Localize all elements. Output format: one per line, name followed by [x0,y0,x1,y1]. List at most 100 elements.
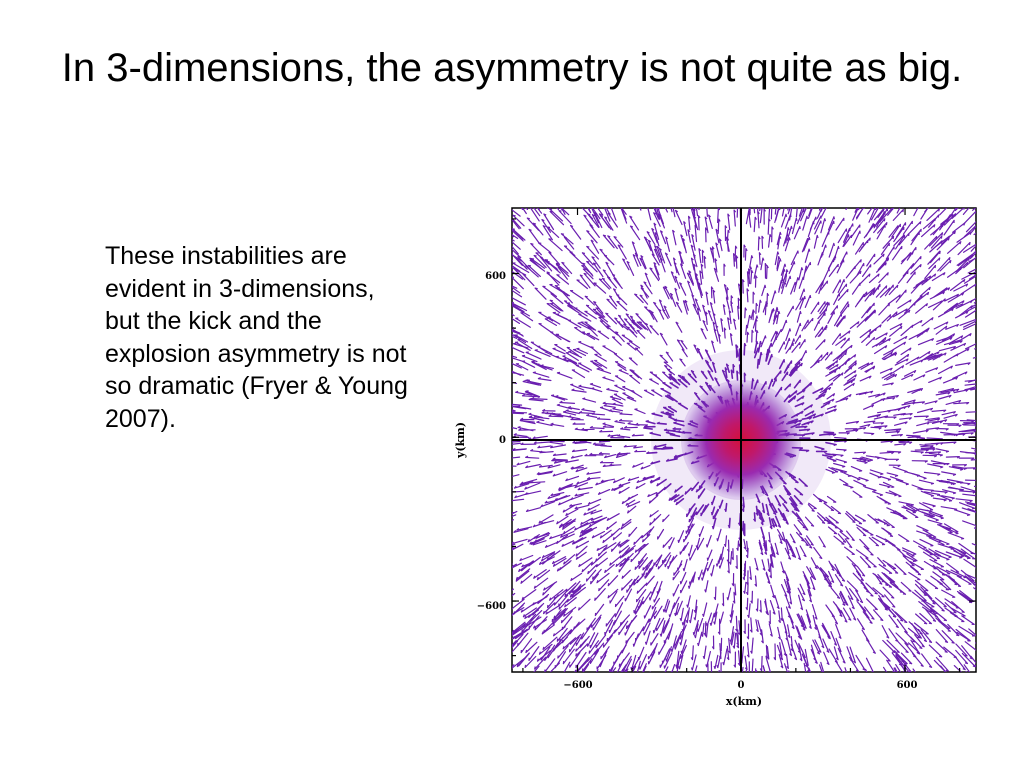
vector-arrowhead [688,216,691,219]
vector-arrowhead [743,630,746,634]
vector-arrowhead [904,421,908,425]
velocity-vector [692,303,699,315]
velocity-vector [939,208,948,216]
vector-arrowhead [674,287,678,291]
vector-arrowhead [784,281,787,285]
velocity-vector [606,325,619,336]
velocity-vector [512,346,525,354]
vector-arrowhead [744,307,748,311]
vector-arrowhead [878,427,882,430]
velocity-vector [596,208,604,216]
velocity-vector [557,266,569,280]
vector-arrowhead [613,487,616,491]
vector-arrowhead [983,246,984,249]
vector-arrowhead [884,608,888,611]
velocity-vector [964,387,976,391]
velocity-vector [880,440,894,443]
velocity-vector [590,515,603,521]
velocity-vector [907,627,921,639]
velocity-vector [705,291,709,306]
velocity-vector [913,374,926,381]
vector-arrowhead [644,236,647,239]
velocity-vector [678,530,685,543]
vector-arrowhead [755,275,758,279]
vector-arrowhead [690,208,694,211]
velocity-vector [793,524,803,536]
velocity-vector [879,451,895,454]
vector-arrowhead [542,592,545,596]
velocity-vector [876,211,885,228]
velocity-vector [804,410,815,417]
vector-arrowhead [570,577,573,581]
velocity-vector [665,351,674,362]
vector-arrowhead [715,325,719,328]
vector-arrowhead [630,315,634,318]
vector-arrowhead [599,663,601,667]
vector-arrowhead [626,326,630,329]
velocity-vector [945,527,959,535]
vector-arrowhead [504,650,505,653]
velocity-vector [634,543,646,553]
velocity-vector [799,339,806,349]
vector-arrowhead [851,606,855,610]
velocity-vector [888,577,899,588]
velocity-vector [512,604,524,617]
velocity-vector [955,362,971,366]
velocity-vector [513,434,528,438]
velocity-vector [937,256,951,272]
velocity-vector [672,570,680,581]
velocity-vector [953,389,969,394]
vector-arrowhead [959,340,963,344]
velocity-vector [913,208,919,217]
velocity-vector [512,512,515,514]
vector-arrowhead [850,659,853,662]
vector-arrowhead [909,441,912,445]
vector-arrowhead [962,668,966,671]
velocity-vector [959,318,976,326]
velocity-vector [715,324,720,339]
velocity-vector [909,221,922,234]
velocity-vector [683,221,688,237]
vector-arrowhead [861,574,865,577]
velocity-vector [904,642,917,658]
vector-arrowhead [669,675,670,678]
velocity-vector [856,570,864,581]
velocity-vector [614,595,625,608]
velocity-vector [602,464,615,467]
vector-arrowhead [831,398,835,402]
velocity-vector [605,312,617,325]
vector-arrowhead [909,662,912,665]
velocity-vector [613,610,622,626]
velocity-vector [721,369,728,382]
vector-arrowhead [745,591,749,595]
velocity-vector [910,255,922,269]
vector-arrowhead [635,313,639,315]
velocity-vector [545,604,561,615]
vector-arrowhead [959,556,963,559]
velocity-vector [936,287,950,296]
vector-arrowhead [534,627,537,631]
velocity-vector [560,530,575,538]
vector-arrowhead [684,491,687,495]
vector-arrowhead [731,557,734,560]
velocity-vector [638,553,647,565]
vector-arrowhead [554,498,557,501]
velocity-vector [569,289,584,300]
velocity-vector [892,466,908,473]
velocity-vector [629,215,640,231]
vector-arrowhead [618,314,622,317]
velocity-vector [769,600,776,615]
velocity-vector [599,320,609,330]
velocity-vector [749,255,753,268]
vector-arrowhead [713,596,716,600]
vector-arrowhead [710,675,712,677]
vector-arrowhead [680,650,683,654]
vector-arrowhead [612,537,615,540]
vector-arrowhead [742,279,745,283]
vector-arrowhead [605,261,609,265]
vector-arrowhead [718,565,721,569]
velocity-vector [647,644,658,660]
vector-arrowhead [921,683,923,684]
velocity-vector [943,302,958,314]
velocity-vector [622,655,632,672]
